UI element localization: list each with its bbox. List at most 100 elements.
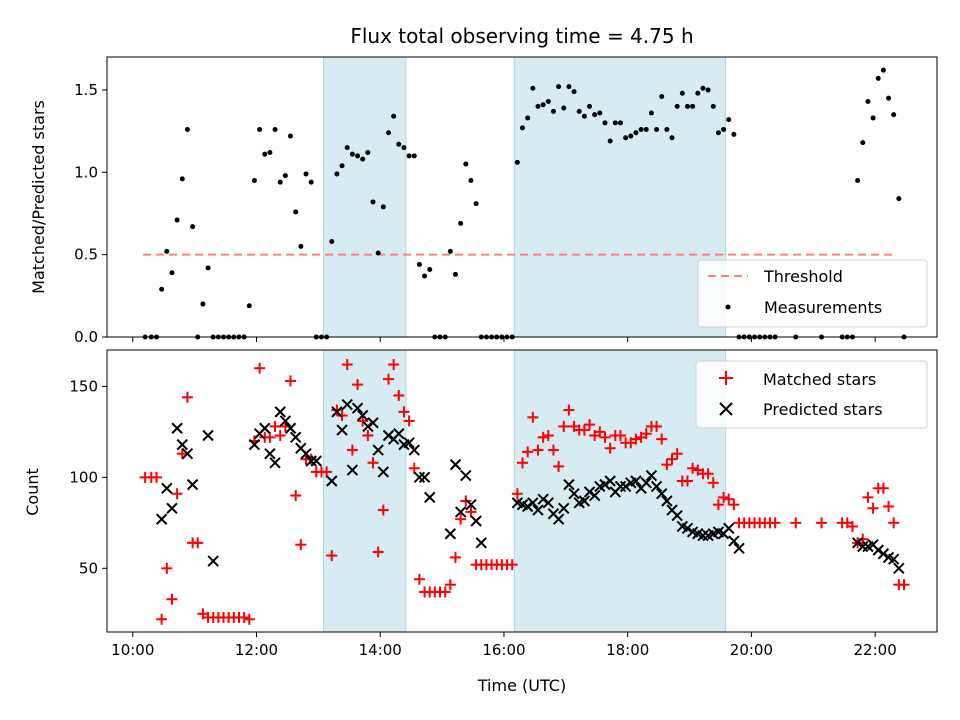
top-shaded-interval bbox=[513, 56, 727, 338]
measurement-point bbox=[344, 145, 350, 151]
matched-star-point bbox=[382, 373, 394, 385]
top-legend-box bbox=[697, 259, 928, 328]
predicted-star-point bbox=[604, 475, 616, 487]
measurement-point bbox=[664, 126, 670, 132]
measurement-point bbox=[375, 250, 381, 256]
y-tick-label: 50 bbox=[79, 559, 98, 577]
predicted-star-point bbox=[723, 522, 735, 535]
predicted-star-point bbox=[155, 513, 168, 525]
measurement-point bbox=[540, 102, 546, 108]
matched-star-point bbox=[290, 490, 302, 502]
measurement-point bbox=[875, 75, 881, 81]
measurement-point bbox=[679, 90, 685, 96]
predicted-star-point bbox=[552, 513, 565, 525]
matched-star-point bbox=[449, 551, 461, 563]
x-tick-label: 22:00 bbox=[854, 641, 897, 659]
bottom-plot-frame bbox=[106, 349, 938, 633]
predicted-star-point bbox=[274, 406, 286, 418]
measurement-point bbox=[638, 126, 644, 132]
matched-star-point bbox=[728, 499, 740, 511]
top-chart-title: Flux total observing time = 4.75 h bbox=[350, 24, 693, 48]
matched-star-point bbox=[341, 359, 353, 371]
predicted-star-point bbox=[857, 540, 869, 553]
measurement-point bbox=[612, 120, 618, 126]
bottom-shaded-interval bbox=[513, 349, 727, 633]
predicted-star-point bbox=[181, 447, 194, 460]
measurement-point bbox=[623, 135, 629, 141]
matched-star-point bbox=[614, 430, 626, 442]
predicted-star-point bbox=[614, 480, 627, 493]
matched-star-point bbox=[295, 539, 307, 551]
measurement-point bbox=[288, 133, 294, 139]
matched-star-point bbox=[326, 550, 338, 562]
x-tick-label: 18:00 bbox=[606, 641, 649, 659]
predicted-star-point bbox=[351, 402, 364, 414]
predicted-star-point bbox=[681, 522, 694, 535]
matched-star-point bbox=[599, 431, 611, 443]
matched-star-point bbox=[156, 613, 168, 625]
measurement-point bbox=[179, 176, 185, 182]
x-tick-label: 12:00 bbox=[235, 641, 278, 659]
predicted-star-point bbox=[527, 497, 539, 509]
predicted-star-point bbox=[542, 497, 554, 509]
predicted-star-point bbox=[640, 477, 652, 489]
predicted-star-point bbox=[393, 427, 405, 440]
matched-star-point bbox=[192, 537, 204, 549]
predicted-star-point bbox=[877, 548, 890, 560]
measurement-point bbox=[597, 110, 603, 116]
measurement-point bbox=[329, 238, 335, 244]
measurement-point bbox=[468, 178, 474, 184]
matched-star-point bbox=[439, 586, 451, 598]
measurement-point bbox=[726, 117, 732, 123]
matched-star-point bbox=[460, 495, 472, 507]
predicted-star-point bbox=[454, 506, 467, 518]
measurement-point bbox=[298, 243, 304, 249]
measurement-point bbox=[164, 248, 170, 254]
bottom-chart: 50 100 150 10:00 12:00 14:00 16:00 18:00 20:00 2… bbox=[23, 349, 938, 695]
predicted-star-point bbox=[645, 469, 658, 482]
measurement-point bbox=[695, 90, 701, 96]
measurement-point bbox=[648, 110, 654, 116]
measurement-point bbox=[267, 150, 273, 156]
measurement-point bbox=[293, 209, 299, 215]
measurement-point bbox=[282, 173, 288, 179]
predicted-star-point bbox=[279, 415, 292, 427]
measurement-point bbox=[473, 201, 479, 207]
measurement-point bbox=[643, 126, 649, 132]
measurement-point bbox=[365, 150, 371, 156]
predicted-stars-points bbox=[155, 398, 905, 575]
measurement-point bbox=[190, 224, 196, 230]
bottom-x-axis-label: Time (UTC) bbox=[477, 676, 566, 695]
measurement-point bbox=[865, 98, 871, 104]
measurement-point bbox=[870, 115, 876, 121]
y-tick-label: 0.0 bbox=[74, 328, 98, 346]
matched-star-point bbox=[377, 504, 389, 516]
matched-star-point bbox=[346, 444, 358, 456]
measurement-point bbox=[416, 262, 422, 268]
matched-star-point bbox=[790, 517, 802, 529]
predicted-star-point bbox=[186, 478, 199, 491]
predicted-star-point bbox=[248, 438, 261, 451]
measurement-point bbox=[721, 126, 727, 132]
matched-star-point bbox=[723, 493, 735, 505]
predicted-star-point bbox=[356, 409, 369, 422]
predicted-star-point bbox=[460, 469, 472, 482]
measurement-point bbox=[731, 131, 737, 137]
matched-star-point bbox=[511, 488, 523, 500]
predicted-star-point bbox=[264, 447, 276, 460]
measurements-legend-swatch bbox=[725, 304, 731, 310]
predicted-star-point bbox=[661, 495, 673, 507]
measurement-point bbox=[896, 196, 902, 202]
matched-star-point bbox=[553, 460, 565, 472]
top-y-axis-label: Matched/Predicted stars bbox=[29, 100, 48, 294]
matched-star-point bbox=[506, 559, 518, 571]
measurement-point bbox=[385, 130, 391, 136]
predicted-star-point bbox=[171, 422, 183, 434]
matched-star-point bbox=[681, 475, 693, 487]
matched-star-point bbox=[321, 466, 333, 478]
bottom-shaded-interval bbox=[323, 349, 407, 633]
top-legend: Threshold Measurements bbox=[697, 259, 928, 328]
matched-star-point bbox=[558, 420, 570, 432]
predicted-star-point bbox=[424, 491, 436, 504]
